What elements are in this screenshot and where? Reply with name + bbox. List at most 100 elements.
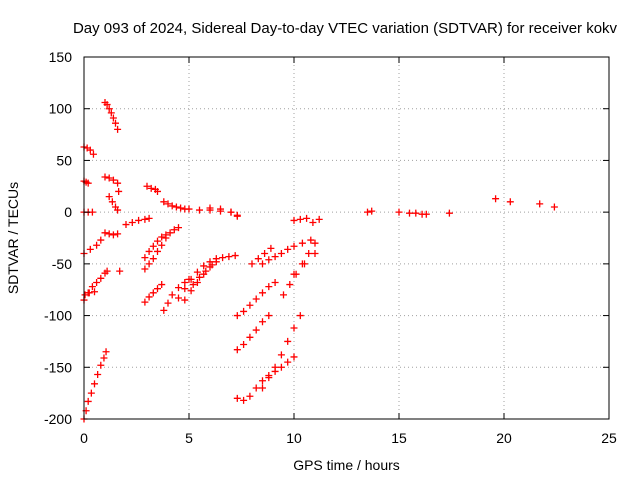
series-arc-14 — [122, 214, 153, 229]
data-point — [271, 278, 279, 286]
data-point — [298, 239, 306, 247]
data-point — [89, 150, 97, 158]
y-tick-label: 0 — [64, 204, 72, 220]
data-point — [189, 281, 197, 289]
data-point — [100, 354, 108, 362]
data-point — [103, 101, 111, 109]
y-tick-label: 50 — [56, 152, 72, 168]
data-point — [158, 281, 166, 289]
data-point — [88, 283, 96, 291]
axis-ticks: 0 5 10 15 20 25 -200 -150 -100 -50 0 50 100 150 — [44, 49, 617, 446]
series-arc-27 — [233, 278, 279, 320]
data-point — [114, 230, 122, 238]
data-point — [219, 254, 227, 262]
series-arc-02 — [80, 177, 92, 187]
series-arc-35 — [364, 207, 376, 216]
data-point — [101, 173, 109, 181]
data-point — [91, 288, 98, 296]
series-arc-11 — [115, 187, 123, 195]
data-point — [301, 260, 308, 268]
x-tick-label: 15 — [391, 430, 407, 446]
data-point — [102, 348, 110, 356]
data-point — [109, 176, 117, 184]
data-point — [145, 247, 153, 255]
series-arc-36 — [395, 208, 403, 216]
data-point — [114, 179, 122, 187]
data-point — [105, 230, 113, 238]
data-point — [246, 333, 254, 341]
data-point — [265, 312, 273, 320]
data-points — [80, 99, 558, 423]
data-point — [206, 204, 214, 212]
y-tick-label: -100 — [44, 308, 72, 324]
data-point — [94, 371, 102, 379]
data-point — [311, 250, 319, 258]
data-point — [97, 274, 105, 282]
data-point — [105, 193, 113, 201]
data-point — [141, 265, 149, 273]
data-point — [154, 247, 161, 255]
data-point — [181, 285, 189, 293]
data-point — [246, 301, 254, 309]
data-point — [175, 294, 182, 302]
series-arc-06 — [81, 288, 98, 299]
y-tick-label: -50 — [52, 256, 72, 272]
data-point — [107, 109, 115, 117]
data-point — [315, 215, 323, 223]
data-point — [193, 268, 201, 276]
series-arc-19 — [160, 198, 241, 219]
y-tick-label: -200 — [44, 411, 72, 427]
data-point — [208, 261, 216, 269]
data-point — [259, 384, 266, 392]
data-point — [193, 278, 201, 286]
data-point — [277, 351, 285, 359]
series-arc-10 — [105, 193, 122, 214]
data-point — [105, 105, 113, 113]
data-point — [290, 353, 298, 361]
data-point — [364, 208, 371, 216]
x-tick-label: 10 — [286, 430, 302, 446]
data-point — [160, 198, 168, 206]
data-point — [231, 252, 239, 260]
data-point — [259, 289, 266, 297]
data-point — [177, 204, 185, 212]
data-point — [233, 312, 241, 320]
series-arc-18 — [141, 281, 166, 306]
data-point — [154, 237, 161, 245]
data-point — [422, 210, 430, 218]
data-point — [172, 203, 180, 211]
data-point — [181, 278, 189, 286]
data-point — [145, 260, 153, 268]
data-point — [233, 394, 241, 402]
data-point — [227, 208, 235, 216]
data-point — [101, 229, 109, 237]
data-point — [240, 396, 248, 404]
data-point — [128, 218, 136, 226]
data-point — [187, 275, 195, 283]
data-point — [86, 146, 94, 154]
x-tick-label: 5 — [185, 430, 193, 446]
data-point — [196, 206, 203, 214]
data-point — [296, 312, 304, 320]
data-point — [122, 221, 130, 229]
series-arc-22 — [181, 258, 220, 304]
data-point — [233, 346, 241, 354]
data-point — [309, 218, 317, 226]
data-point — [259, 318, 266, 326]
data-point — [492, 195, 500, 203]
data-point — [412, 209, 420, 217]
data-point — [248, 260, 256, 268]
series-arc-24 — [206, 204, 241, 220]
x-axis-label: GPS time / hours — [293, 457, 400, 473]
data-point — [105, 174, 113, 182]
data-point — [164, 299, 172, 307]
data-point — [116, 267, 124, 275]
series-arc-20 — [160, 275, 193, 314]
data-point — [240, 341, 248, 349]
data-point — [84, 179, 92, 187]
data-point — [86, 245, 94, 253]
data-point — [271, 363, 279, 371]
series-arc-09 — [101, 173, 122, 187]
series-arc-29 — [259, 236, 315, 268]
